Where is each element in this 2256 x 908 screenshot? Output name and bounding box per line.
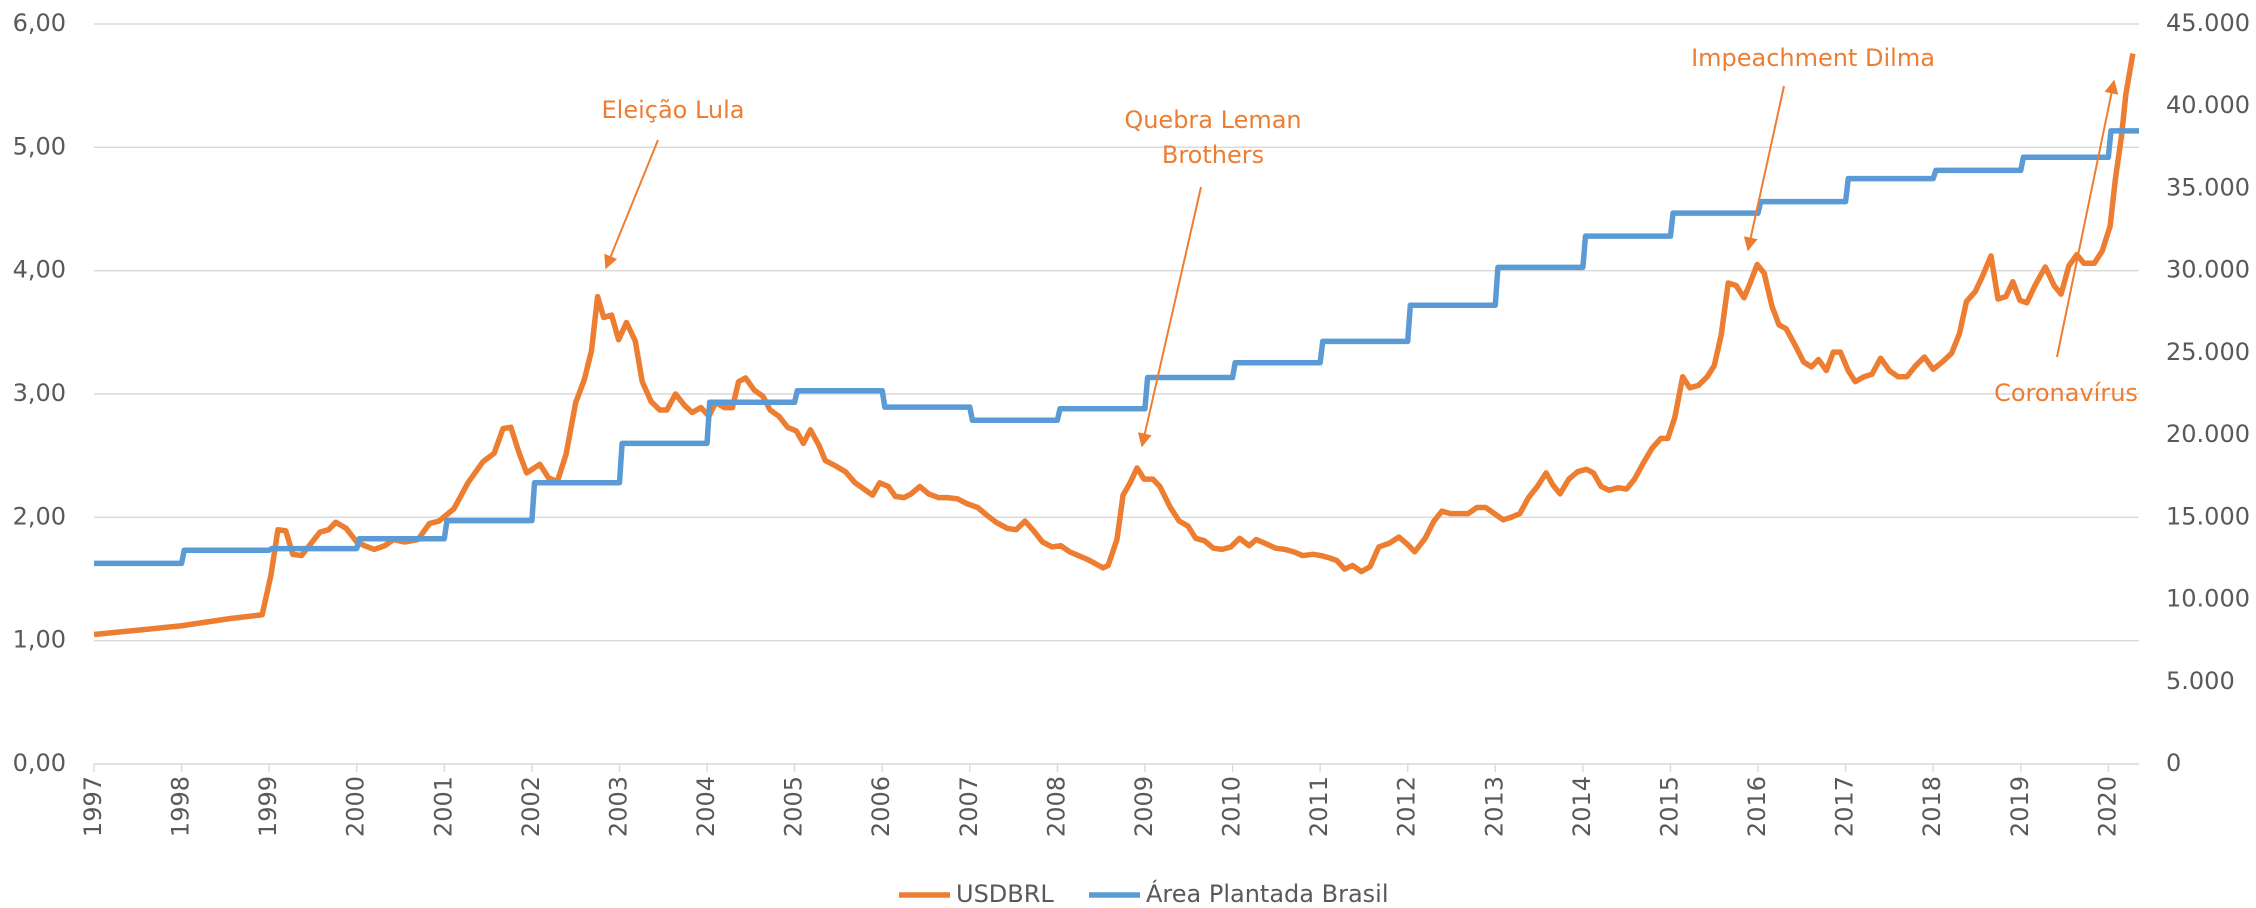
annotation: Brothers <box>1162 141 1264 169</box>
y2-tick-label: 10.000 <box>2166 585 2250 613</box>
y-tick-label: 5,00 <box>13 132 66 160</box>
lines <box>93 53 2139 638</box>
y2-tick-label: 5.000 <box>2166 667 2235 695</box>
y-tick-label: 1,00 <box>13 626 66 654</box>
y2-tick-label: 40.000 <box>2166 91 2250 119</box>
x-tick-label: 2002 <box>517 776 545 837</box>
y-tick-label: 0,00 <box>13 749 66 777</box>
annotation-arrow <box>2056 79 2119 358</box>
annotation: Eleição Lula <box>601 96 744 124</box>
x-tick-label: 2004 <box>692 776 720 837</box>
y-tick-label: 6,00 <box>13 9 66 37</box>
x-tick-label: 2000 <box>342 776 370 837</box>
x-tick-label: 2020 <box>2093 776 2121 837</box>
annotation-arrow <box>1743 85 1785 252</box>
x-tick-label: 2019 <box>2006 776 2034 837</box>
x-tick-label: 2009 <box>1130 776 1158 837</box>
annotation-arrow <box>1137 186 1202 448</box>
series-line <box>93 53 2136 638</box>
annotation-arrow <box>604 139 659 270</box>
x-tick-label: 2001 <box>429 776 457 837</box>
y2-tick-label: 30.000 <box>2166 256 2250 284</box>
annotation: Quebra Leman <box>1124 106 1301 134</box>
x-tick-label: 1999 <box>254 776 282 837</box>
x-tick-label: 2011 <box>1305 776 1333 837</box>
x-tick-label: 2013 <box>1480 776 1508 837</box>
x-tick-label: 2006 <box>867 776 895 837</box>
x-tick-label: 2018 <box>1918 776 1946 837</box>
x-tick-label: 2007 <box>955 776 983 837</box>
x-tick-label: 2005 <box>780 776 808 837</box>
y-tick-label: 2,00 <box>13 502 66 530</box>
x-tick-label: 1998 <box>167 776 195 837</box>
legend-label: USDBRL <box>956 880 1054 908</box>
x-tick-label: 2016 <box>1743 776 1771 837</box>
y2-tick-label: 20.000 <box>2166 420 2250 448</box>
x-tick-label: 2012 <box>1393 776 1421 837</box>
y-tick-label: 3,00 <box>13 379 66 407</box>
y-tick-label: 4,00 <box>13 256 66 284</box>
legend-label: Área Plantada Brasil <box>1146 879 1388 908</box>
x-tick-label: 1997 <box>79 776 107 837</box>
x-tick-label: 2014 <box>1568 776 1596 837</box>
x-tick-label: 2010 <box>1218 776 1246 837</box>
y2-tick-label: 45.000 <box>2166 9 2250 37</box>
grid <box>93 23 2139 772</box>
x-tick-label: 2008 <box>1042 776 1070 837</box>
x-tick-label: 2017 <box>1831 776 1859 837</box>
y2-tick-label: 15.000 <box>2166 502 2250 530</box>
y2-tick-label: 35.000 <box>2166 173 2250 201</box>
x-tick-label: 2015 <box>1655 776 1683 837</box>
y2-tick-label: 0 <box>2166 749 2181 777</box>
y2-tick-label: 25.000 <box>2166 338 2250 366</box>
annotation: Impeachment Dilma <box>1691 44 1935 72</box>
annotation: Coronavírus <box>1994 379 2138 407</box>
x-tick-label: 2003 <box>604 776 632 837</box>
series-line <box>94 128 2139 567</box>
